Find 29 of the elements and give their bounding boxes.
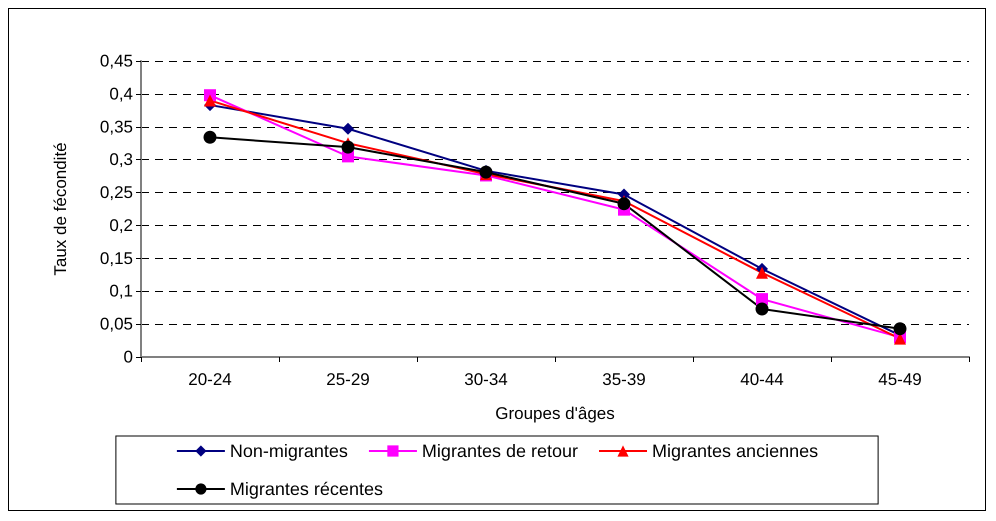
point xyxy=(204,130,216,144)
y-tick-label: 0,2 xyxy=(109,216,133,235)
y-axis-title: Taux de fécondité xyxy=(51,142,70,276)
point xyxy=(756,266,768,279)
x-tick-label: 45-49 xyxy=(878,370,922,389)
y-tick-label: 0,1 xyxy=(109,282,133,301)
y-tick-label: 0,4 xyxy=(109,84,133,104)
y-tick-label: 0,45 xyxy=(100,52,133,70)
x-tick-label: 35-39 xyxy=(602,370,646,389)
legend-label: Migrantes anciennes xyxy=(652,441,818,461)
y-tick-label: 0,25 xyxy=(100,183,133,202)
y-tick-label: 0,15 xyxy=(100,248,133,268)
y-tick-label: 0,35 xyxy=(100,117,133,136)
x-tick-label: 25-29 xyxy=(326,370,370,389)
point xyxy=(204,94,216,106)
legend-label: Migrantes récentes xyxy=(230,479,383,499)
point xyxy=(756,302,768,316)
y-tick-label: 0 xyxy=(124,348,133,366)
legend-label: Migrantes de retour xyxy=(422,441,578,461)
x-tick-label: 30-34 xyxy=(464,370,508,389)
x-tick-label: 20-24 xyxy=(188,370,232,389)
legend-label: Non-migrantes xyxy=(230,441,348,461)
y-tick-label: 0,05 xyxy=(100,314,133,334)
y-tick-label: 0,3 xyxy=(109,150,133,170)
x-axis-title: Groupes d'âges xyxy=(495,404,615,423)
point xyxy=(894,322,906,336)
point xyxy=(618,197,630,210)
x-tick-label: 40-44 xyxy=(740,370,784,389)
point xyxy=(342,122,354,135)
